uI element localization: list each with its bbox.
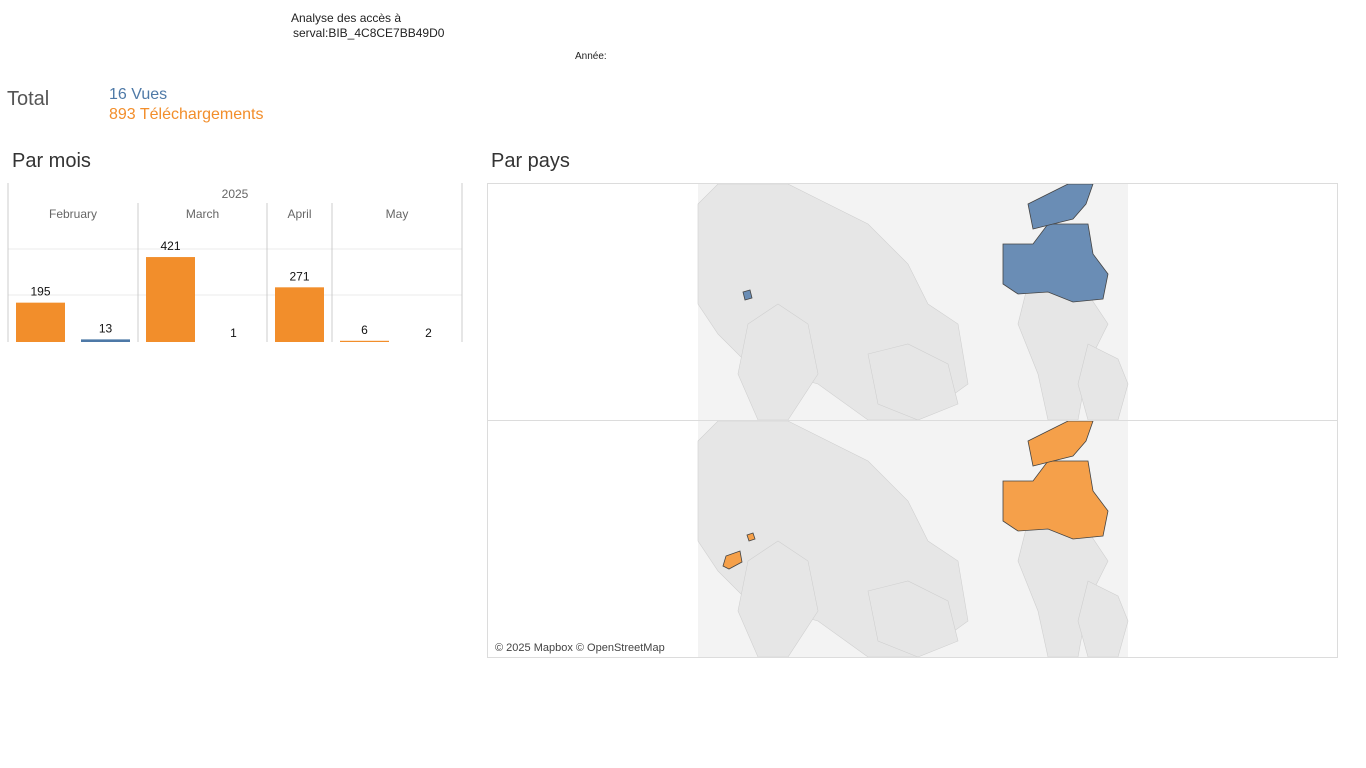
monthly-bar-chart[interactable]: 2025 February March April May 195 13 421 1 271 6 2 <box>0 180 470 350</box>
bar-march-views[interactable] <box>209 341 258 342</box>
downloads-map-canada <box>1002 460 1109 540</box>
bar-february-downloads[interactable] <box>16 302 65 342</box>
views-map-switzerland <box>742 289 753 301</box>
downloads-map-land-africa <box>737 540 819 658</box>
downloads-map-land-asia-south <box>867 580 959 658</box>
downloads-map[interactable] <box>697 420 1129 658</box>
views-map[interactable] <box>697 183 1129 421</box>
downloads-map-morocco <box>722 550 743 570</box>
year-header: 2025 <box>222 187 249 201</box>
bar-april-downloads[interactable] <box>275 287 324 342</box>
page-title-line2: serval:BIB_4C8CE7BB49D0 <box>293 26 445 40</box>
data-label-february-downloads: 195 <box>30 285 50 299</box>
views-map-land-asia-south <box>867 343 959 421</box>
month-label-april: April <box>287 207 311 221</box>
total-label: Total <box>7 88 50 110</box>
data-label-may-downloads: 6 <box>361 323 368 337</box>
views-map-land-africa <box>737 303 819 421</box>
bar-may-views[interactable] <box>404 341 453 342</box>
views-map-canada <box>1002 223 1109 303</box>
country-map-panel[interactable]: © 2025 Mapbox © OpenStreetMap <box>487 183 1338 658</box>
by-month-title: Par mois <box>12 150 91 172</box>
data-label-march-downloads: 421 <box>160 239 180 253</box>
map-attribution[interactable]: © 2025 Mapbox © OpenStreetMap <box>495 642 665 654</box>
month-label-february: February <box>49 207 97 221</box>
month-label-may: May <box>386 207 409 221</box>
bar-may-downloads[interactable] <box>340 340 389 342</box>
total-views: 16 Vues <box>109 86 168 103</box>
month-label-march: March <box>186 207 219 221</box>
views-map-canada-arctic <box>1027 183 1094 230</box>
data-label-march-views: 1 <box>230 326 237 340</box>
total-downloads: 893 Téléchargements <box>109 106 264 123</box>
data-label-april-downloads: 271 <box>289 269 309 283</box>
year-filter-label[interactable]: Année: <box>575 51 607 62</box>
data-label-may-views: 2 <box>425 326 432 340</box>
map-divider <box>488 420 1337 421</box>
data-label-february-views: 13 <box>99 321 113 335</box>
by-country-title: Par pays <box>491 150 570 172</box>
country-maps[interactable] <box>488 183 1337 658</box>
downloads-map-canada-arctic <box>1027 420 1094 467</box>
page-title-line1: Analyse des accès à <box>291 11 402 25</box>
bar-february-views[interactable] <box>81 339 130 342</box>
downloads-map-switzerland <box>746 532 756 542</box>
bar-march-downloads[interactable] <box>146 257 195 342</box>
